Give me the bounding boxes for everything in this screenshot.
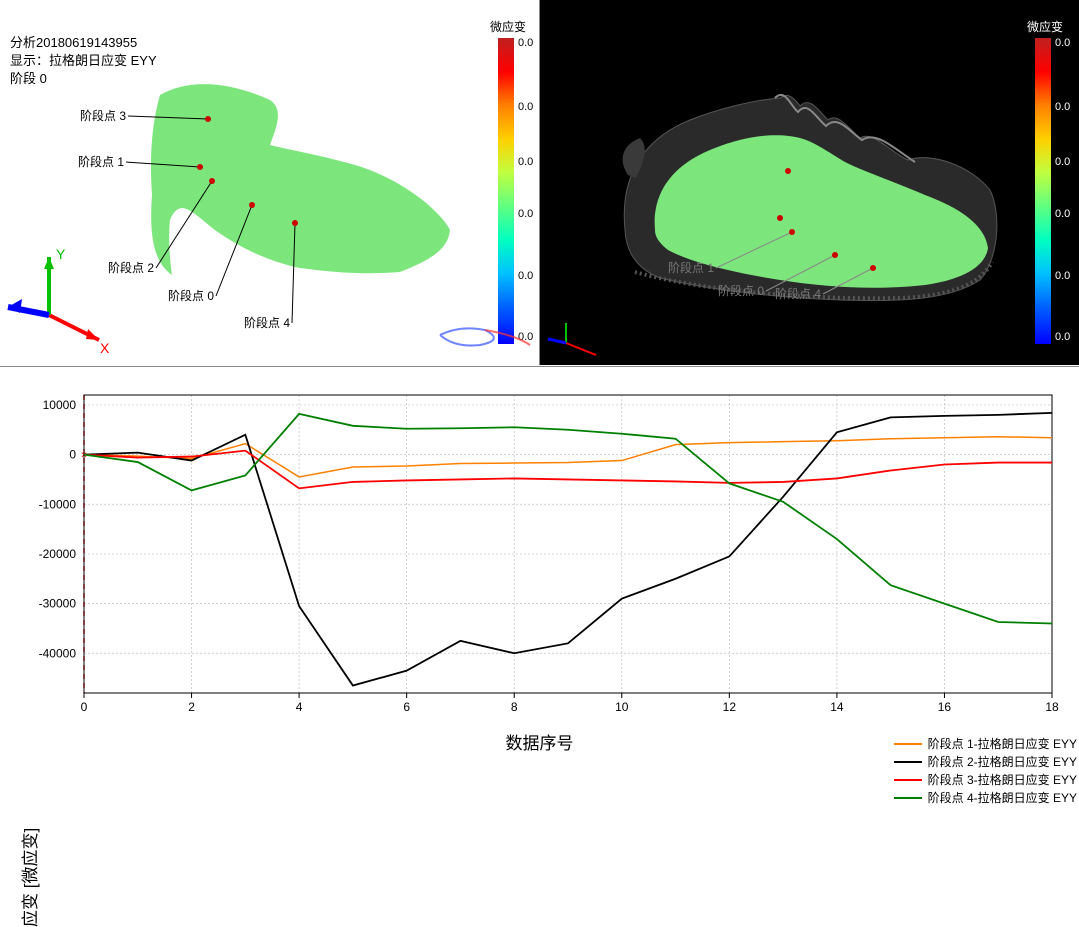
legend-swatch xyxy=(894,779,922,781)
colorbar-gradient xyxy=(498,38,514,344)
axes-gizmo-right xyxy=(546,319,606,359)
x-tick-label: 18 xyxy=(1045,700,1059,714)
series-p3 xyxy=(84,451,1052,489)
colorbar-tick: 0.0 xyxy=(1055,156,1070,168)
colorbar-title: 微应变 xyxy=(490,18,526,35)
x-tick-label: 12 xyxy=(723,700,737,714)
legend-label: 阶段点 2-拉格朗日应变 EYY xyxy=(928,753,1077,770)
colorbar-tick: 0.0 xyxy=(1055,101,1070,113)
stage-point-label: 阶段点 1 xyxy=(668,260,714,275)
x-axis-label: 数据序号 xyxy=(506,729,574,754)
axis-y-label: Y xyxy=(56,246,66,262)
y-tick-label: -40000 xyxy=(39,646,77,660)
colorbar-tick: 0.0 xyxy=(518,37,533,49)
y-tick-label: -30000 xyxy=(39,597,77,611)
x-tick-label: 0 xyxy=(81,700,88,714)
x-tick-label: 4 xyxy=(296,700,303,714)
legend-label: 阶段点 3-拉格朗日应变 EYY xyxy=(928,771,1077,788)
legend-item: 阶段点 4-拉格朗日应变 EYY xyxy=(894,789,1077,806)
y-axis-label: 应变 [微应变] xyxy=(16,828,41,927)
x-tick-label: 8 xyxy=(511,700,518,714)
colorbar-title: 微应变 xyxy=(1027,18,1063,35)
legend-item: 阶段点 2-拉格朗日应变 EYY xyxy=(894,753,1077,770)
axes-gizmo-left-aux xyxy=(959,319,1019,359)
y-tick-label: 0 xyxy=(69,448,76,462)
stage-point-label: 阶段点 2 xyxy=(108,260,154,275)
y-tick-label: -10000 xyxy=(39,497,77,511)
stage-point-label: 阶段点 0 xyxy=(718,283,764,298)
legend-swatch xyxy=(894,761,922,763)
x-tick-label: 14 xyxy=(830,700,844,714)
legend-label: 阶段点 1-拉格朗日应变 EYY xyxy=(928,735,1077,752)
chart-legend: 阶段点 1-拉格朗日应变 EYY阶段点 2-拉格朗日应变 EYY阶段点 3-拉格… xyxy=(894,735,1077,807)
colorbar-gradient xyxy=(1035,38,1051,344)
strain-view-right: 阶段点 1 阶段点 0 阶段点 4 微应变 0.0 0.0 0.0 0.0 0.0 0.0 xyxy=(540,0,1079,365)
stage-point-label: 阶段点 1 xyxy=(78,154,124,169)
y-tick-label: -20000 xyxy=(39,547,77,561)
x-tick-label: 2 xyxy=(188,700,195,714)
x-tick-label: 10 xyxy=(615,700,629,714)
stage-point-label: 阶段点 0 xyxy=(168,288,214,303)
legend-swatch xyxy=(894,797,922,799)
y-tick-label: 10000 xyxy=(43,398,77,412)
colorbar-tick: 0.0 xyxy=(1055,37,1070,49)
legend-item: 阶段点 3-拉格朗日应变 EYY xyxy=(894,771,1077,788)
axes-gizmo: X Y xyxy=(4,245,114,355)
series-p4 xyxy=(84,414,1052,624)
colorbar-tick: 0.0 xyxy=(518,156,533,168)
x-tick-label: 16 xyxy=(938,700,952,714)
legend-swatch xyxy=(894,743,922,745)
line-chart-panel: -40000 -30000 -20000 -10000 0 10000 0 2 4 6 8 10 12 1… xyxy=(0,366,1079,758)
colorbar-tick: 0.0 xyxy=(1055,270,1070,282)
line-chart: -40000 -30000 -20000 -10000 0 10000 0 2 4 6 8 10 12 1… xyxy=(0,367,1079,759)
colorbar-tick: 0.0 xyxy=(1055,208,1070,220)
x-tick-label: 6 xyxy=(403,700,410,714)
colorbar-tick: 0.0 xyxy=(1055,331,1070,343)
legend-item: 阶段点 1-拉格朗日应变 EYY xyxy=(894,735,1077,752)
colorbar-tick: 0.0 xyxy=(518,270,533,282)
axes-gizmo-left-aux2 xyxy=(430,310,540,360)
stage-point-label: 阶段点 3 xyxy=(80,108,126,123)
strain-region-right: 阶段点 1 阶段点 0 阶段点 4 xyxy=(540,0,1079,365)
axis-x-label: X xyxy=(100,340,110,355)
legend-label: 阶段点 4-拉格朗日应变 EYY xyxy=(928,789,1077,806)
stage-point-label: 阶段点 4 xyxy=(244,315,290,330)
series-p2 xyxy=(84,413,1052,686)
stage-point-label: 阶段点 4 xyxy=(775,286,821,301)
colorbar-tick: 0.0 xyxy=(518,101,533,113)
colorbar-tick: 0.0 xyxy=(518,208,533,220)
